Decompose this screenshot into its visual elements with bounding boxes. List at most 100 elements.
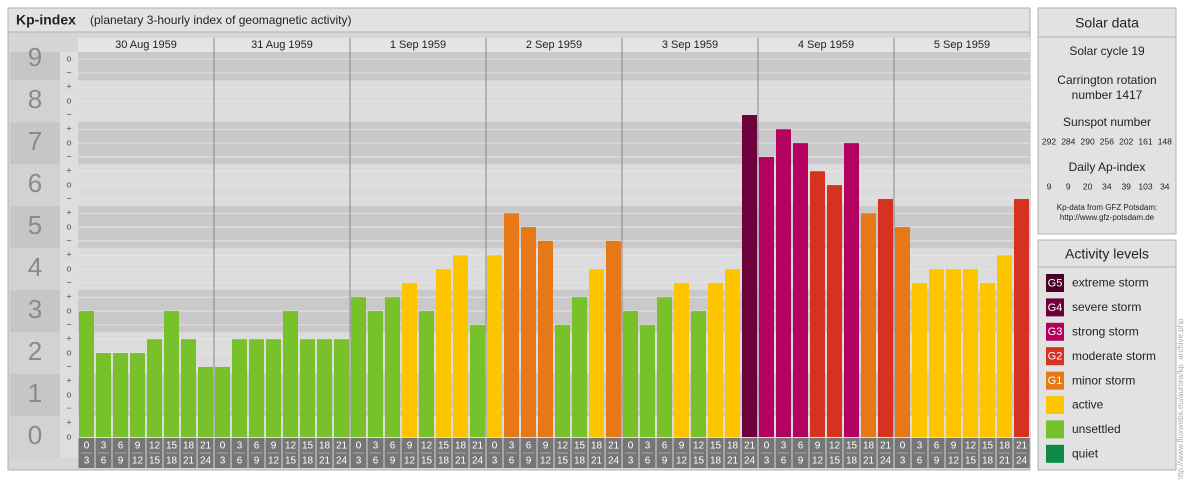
bar: [181, 339, 196, 437]
sunspot-label: Sunspot number: [1063, 115, 1151, 129]
hour-start: 6: [526, 441, 532, 452]
level-swatch: [1046, 298, 1064, 317]
hour-start: 0: [84, 441, 90, 452]
hour-start: 21: [336, 441, 348, 452]
ap-value: 9: [1066, 181, 1071, 191]
y-band-label-bg: [10, 164, 60, 207]
hour-start: 0: [900, 441, 906, 452]
bar: [79, 311, 94, 437]
hour-end: 12: [404, 456, 416, 467]
date-label: 4 Sep 1959: [798, 39, 854, 51]
bar: [844, 143, 859, 437]
ap-value: 103: [1138, 181, 1152, 191]
bar: [487, 255, 502, 437]
y-tick-label: 2: [28, 336, 42, 366]
hour-start: 3: [373, 441, 379, 452]
hour-start: 18: [455, 441, 467, 452]
minor-tick-label: +: [66, 250, 71, 260]
hour-end: 12: [540, 456, 552, 467]
solar-cycle: Solar cycle 19: [1069, 44, 1145, 58]
panel-title: Activity levels: [1065, 246, 1149, 262]
bar: [827, 185, 842, 437]
hour-start: 0: [492, 441, 498, 452]
minor-tick-label: −: [66, 319, 71, 329]
y-band-label-bg: [10, 206, 60, 249]
y-band: [78, 416, 1030, 437]
carrington: Carrington rotation: [1057, 73, 1156, 87]
bar: [351, 297, 366, 437]
hour-start: 6: [798, 441, 804, 452]
ap-value: 34: [1102, 181, 1112, 191]
date-label: 31 Aug 1959: [251, 39, 313, 51]
hour-start: 15: [438, 441, 450, 452]
minor-tick-label: o: [66, 95, 71, 105]
date-header: [486, 38, 622, 52]
hour-end: 15: [149, 456, 161, 467]
bar: [997, 255, 1012, 437]
y-band-label-bg: [10, 80, 60, 123]
bar: [793, 143, 808, 437]
carrington: number 1417: [1072, 88, 1143, 102]
source: Kp-data from GFZ Potsdam:: [1057, 203, 1157, 212]
bar: [521, 227, 536, 437]
hour-end: 6: [917, 456, 923, 467]
minor-tick-label: +: [66, 124, 71, 134]
minor-tick-label: −: [66, 109, 71, 119]
minor-tick-label: o: [66, 179, 71, 189]
minor-tick-label: +: [66, 166, 71, 176]
hour-end: 3: [84, 456, 90, 467]
chart-subtitle: (planetary 3-hourly index of geomagnetic…: [90, 13, 351, 27]
hour-end: 18: [982, 456, 994, 467]
minor-tick-label: o: [66, 263, 71, 273]
hour-end: 6: [237, 456, 243, 467]
hour-start: 3: [917, 441, 923, 452]
hour-start: 9: [679, 441, 685, 452]
hour-end: 15: [829, 456, 841, 467]
date-header: [758, 38, 894, 52]
hour-end: 12: [812, 456, 824, 467]
hour-end: 6: [101, 456, 107, 467]
date-label: 2 Sep 1959: [526, 39, 582, 51]
bar: [589, 269, 604, 437]
bar: [504, 213, 519, 437]
source: http://www.gfz-potsdam.de: [1060, 213, 1155, 222]
hour-start: 3: [645, 441, 651, 452]
level-code: G2: [1048, 351, 1063, 363]
level-label: moderate storm: [1072, 349, 1156, 363]
hour-end: 3: [764, 456, 770, 467]
y-band: [78, 52, 1030, 81]
date-header: [350, 38, 486, 52]
minor-tick-label: o: [66, 431, 71, 441]
hour-start: 15: [574, 441, 586, 452]
hour-end: 9: [254, 456, 260, 467]
bar: [334, 339, 349, 437]
hour-start: 12: [829, 441, 841, 452]
hour-start: 0: [356, 441, 362, 452]
level-swatch: [1046, 444, 1064, 463]
hour-start: 15: [166, 441, 178, 452]
hour-end: 15: [557, 456, 569, 467]
bar: [300, 339, 315, 437]
bar: [946, 269, 961, 437]
level-label: minor storm: [1072, 373, 1135, 387]
bar: [878, 198, 893, 437]
hour-end: 12: [268, 456, 280, 467]
y-tick-label: 8: [28, 84, 42, 114]
level-label: strong storm: [1072, 324, 1139, 338]
hour-end: 18: [846, 456, 858, 467]
bar: [283, 311, 298, 437]
hour-start: 9: [543, 441, 549, 452]
level-swatch: [1046, 274, 1064, 292]
y-tick-label: 9: [28, 42, 42, 72]
minor-tick-label: −: [66, 361, 71, 371]
level-label: severe storm: [1072, 300, 1141, 314]
y-band-label-bg: [10, 332, 60, 375]
hour-start: 9: [407, 441, 413, 452]
hour-end: 3: [220, 456, 226, 467]
minor-tick-label: o: [66, 221, 71, 231]
y-band-label-bg: [10, 374, 60, 417]
level-code: G4: [1048, 302, 1063, 314]
hour-start: 9: [271, 441, 277, 452]
date-header: [78, 38, 214, 52]
y-band-label-bg: [10, 52, 60, 81]
